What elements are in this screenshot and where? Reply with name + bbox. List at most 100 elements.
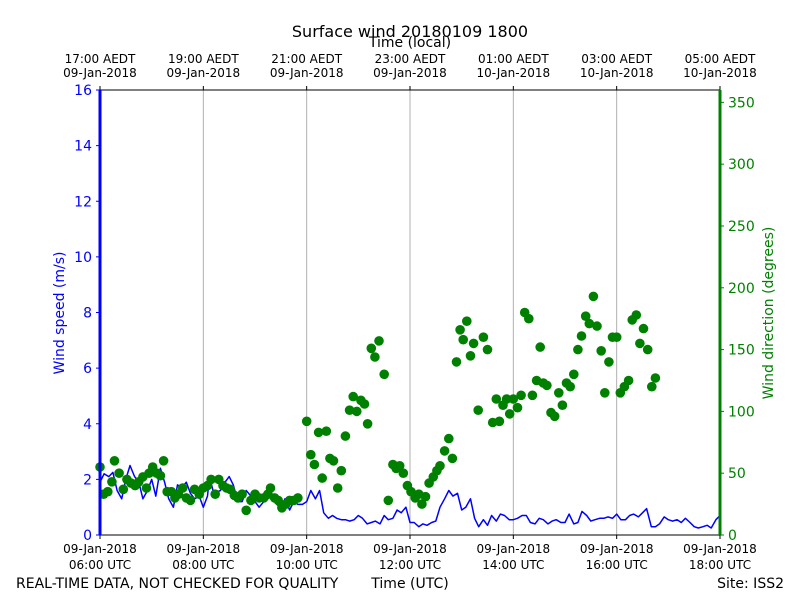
wind-direction-point — [468, 338, 479, 349]
wind-direction-point — [359, 399, 370, 409]
top-tick-time: 05:00 AEDT — [685, 52, 756, 66]
right-tick-label: 0 — [728, 528, 737, 544]
top-tick-date: 09-Jan-2018 — [373, 66, 447, 80]
wind-direction-point — [554, 388, 564, 398]
wind-direction-point — [527, 390, 538, 401]
wind-direction-point — [504, 409, 515, 419]
bottom-tick-date: 09-Jan-2018 — [373, 542, 447, 556]
wind-direction-point — [439, 446, 450, 456]
wind-direction-point — [650, 373, 661, 383]
wind-direction-point — [237, 489, 247, 500]
top-tick-date: 09-Jan-2018 — [167, 66, 241, 80]
wind-direction-point — [584, 318, 595, 329]
top-axis-label: Time (local) — [368, 35, 451, 51]
wind-direction-point — [642, 344, 653, 355]
wind-direction-point — [417, 499, 427, 509]
right-tick-label: 50 — [728, 466, 746, 482]
top-tick-time: 19:00 AEDT — [168, 52, 239, 66]
bottom-tick-date: 09-Jan-2018 — [683, 542, 757, 556]
left-tick-label: 8 — [83, 306, 92, 322]
wind-direction-point — [455, 325, 465, 335]
bottom-tick-time: 14:00 UTC — [482, 558, 544, 572]
wind-direction-point — [366, 343, 377, 354]
wind-direction-point — [569, 369, 579, 380]
wind-direction-point — [588, 291, 599, 302]
bottom-tick-time: 08:00 UTC — [172, 558, 234, 572]
wind-direction-point — [592, 321, 602, 331]
wind-direction-point — [549, 411, 560, 422]
wind-direction-point — [328, 456, 339, 466]
wind-direction-point — [491, 394, 502, 404]
wind-direction-point — [535, 342, 545, 352]
left-tick-label: 14 — [74, 139, 92, 155]
left-tick-label: 0 — [83, 528, 92, 544]
wind-direction-point — [313, 427, 324, 438]
wind-direction-point — [109, 456, 120, 466]
bottom-tick-time: 16:00 UTC — [586, 558, 648, 572]
right-tick-label: 250 — [728, 219, 755, 235]
wind-speed-line — [99, 464, 721, 529]
wind-direction-point — [362, 419, 373, 429]
wind-direction-point — [293, 493, 303, 503]
wind-direction-point — [344, 405, 355, 416]
wind-direction-point — [458, 334, 469, 345]
top-tick-time: 23:00 AEDT — [375, 52, 446, 66]
wind-direction-point — [542, 380, 552, 391]
wind-direction-point — [473, 405, 484, 416]
bottom-tick-date: 09-Jan-2018 — [270, 542, 344, 556]
wind-direction-point — [451, 357, 462, 367]
bottom-tick-time: 06:00 UTC — [69, 558, 131, 572]
wind-direction-point — [611, 332, 622, 343]
wind-direction-point — [635, 338, 645, 349]
wind-direction-point — [332, 483, 343, 493]
wind-direction-point — [398, 468, 409, 479]
wind-direction-point — [508, 394, 519, 404]
wind-direction-point — [478, 332, 489, 343]
left-tick-label: 16 — [74, 83, 92, 99]
wind-direction-point — [370, 352, 380, 362]
bottom-axis-label: Time (UTC) — [370, 576, 448, 592]
wind-direction-point — [394, 461, 405, 471]
footer-quality-note: REAL-TIME DATA, NOT CHECKED FOR QUALITY — [16, 576, 339, 592]
wind-direction-point — [352, 406, 362, 417]
wind-direction-point — [336, 465, 347, 476]
wind-direction-point — [206, 474, 216, 485]
wind-direction-point — [379, 369, 390, 380]
left-tick-label: 2 — [83, 472, 92, 488]
wind-direction-point — [600, 388, 610, 398]
right-tick-label: 300 — [728, 157, 755, 173]
wind-direction-point — [512, 402, 523, 413]
wind-direction-point — [465, 351, 476, 361]
wind-direction-point — [177, 483, 188, 493]
wind-direction-point — [155, 470, 166, 481]
top-tick-date: 09-Jan-2018 — [63, 66, 137, 80]
wind-direction-point — [604, 357, 614, 367]
top-tick-time: 03:00 AEDT — [581, 52, 652, 66]
left-tick-label: 10 — [74, 250, 92, 266]
top-tick-time: 17:00 AEDT — [65, 52, 136, 66]
top-tick-date: 10-Jan-2018 — [477, 66, 551, 80]
top-tick-date: 10-Jan-2018 — [683, 66, 757, 80]
bottom-tick-time: 18:00 UTC — [689, 558, 751, 572]
wind-direction-point — [301, 416, 312, 427]
left-tick-label: 12 — [74, 194, 92, 210]
right-axis-label: Wind direction (degrees) — [761, 227, 777, 400]
top-tick-date: 09-Jan-2018 — [270, 66, 344, 80]
wind-direction-point — [494, 416, 505, 427]
wind-direction-point — [576, 331, 587, 341]
bottom-tick-date: 09-Jan-2018 — [167, 542, 241, 556]
wind-direction-point — [482, 344, 493, 355]
wind-direction-point — [420, 491, 431, 502]
right-tick-label: 150 — [728, 343, 755, 359]
wind-direction-point — [435, 461, 445, 471]
wind-direction-point — [524, 313, 534, 324]
wind-direction-point — [565, 381, 575, 392]
wind-direction-point — [317, 473, 328, 483]
wind-direction-point — [374, 336, 384, 346]
wind-direction-point — [185, 495, 196, 506]
wind-direction-point — [241, 505, 251, 516]
wind-direction-point — [631, 310, 642, 320]
chart-title: Surface wind 20180109 1800 — [292, 22, 528, 41]
wind-direction-point — [273, 495, 284, 506]
